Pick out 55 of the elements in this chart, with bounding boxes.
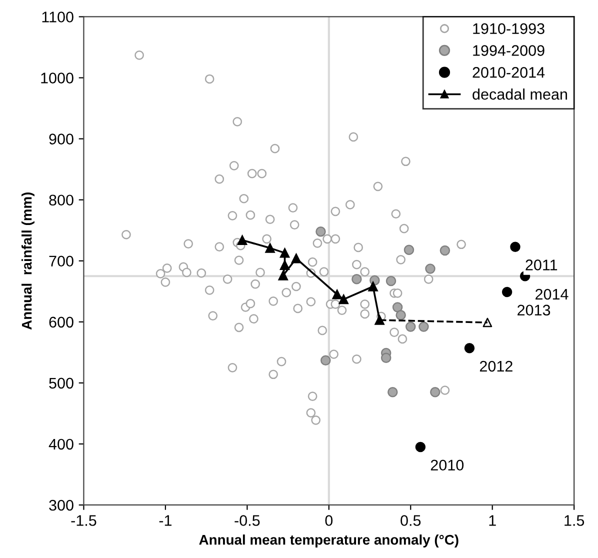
y-tick-label: 600 [49, 316, 74, 328]
point [440, 245, 450, 256]
annotation: 2013 [518, 304, 550, 316]
x-tick-label: 1 [489, 515, 496, 526]
y-tick-label: 400 [48, 438, 74, 450]
point [510, 242, 520, 252]
annotation: 2010 [430, 460, 464, 471]
x-tick-label: -0.5 [234, 515, 260, 526]
point [502, 286, 512, 298]
point [464, 343, 475, 354]
point [320, 355, 331, 366]
y-tick-label: 800 [49, 194, 74, 206]
legend-label: 1910-1993 [473, 23, 544, 34]
y-axis-title: Annual rainfall (mm) [22, 192, 34, 330]
y-tick-label: 500 [49, 378, 74, 389]
x-tick-label: 0.5 [400, 515, 421, 526]
point [396, 310, 406, 320]
point [392, 302, 403, 312]
point [352, 274, 362, 284]
point [388, 386, 398, 398]
legend-label: 1994-2009 [473, 45, 544, 56]
x-tick-label: -1.5 [71, 515, 96, 526]
point [418, 322, 429, 332]
x-axis-title: Annual mean temperature anomaly (°C) [199, 534, 458, 548]
annotation: 2012 [480, 360, 512, 372]
y-tick-label: 1100 [42, 12, 74, 22]
annotation: 2014 [536, 288, 568, 300]
legend-label: 2010-2014 [472, 67, 545, 78]
point [280, 248, 290, 258]
point [280, 260, 290, 270]
x-tick-label: -1 [159, 515, 172, 526]
y-tick-label: 900 [49, 134, 74, 144]
point [386, 276, 396, 286]
point [265, 243, 275, 253]
x-tick-label: 1.5 [564, 515, 584, 526]
point [406, 322, 416, 332]
point [316, 226, 326, 237]
point [368, 282, 378, 292]
point [237, 235, 248, 245]
y-tick-label: 1000 [41, 72, 74, 84]
legend-label: decadal mean [472, 88, 567, 100]
point [338, 294, 348, 304]
point [380, 352, 392, 364]
x-tick-label: 0 [325, 515, 333, 526]
point [278, 270, 288, 280]
point [430, 386, 440, 398]
point [291, 254, 302, 264]
point [415, 442, 426, 452]
annotation: 2011 [526, 260, 558, 270]
point [404, 244, 414, 256]
point [332, 290, 342, 300]
y-tick-label: 300 [49, 500, 74, 511]
point [425, 264, 436, 274]
y-tick-label: 700 [49, 256, 74, 267]
point [374, 315, 384, 325]
